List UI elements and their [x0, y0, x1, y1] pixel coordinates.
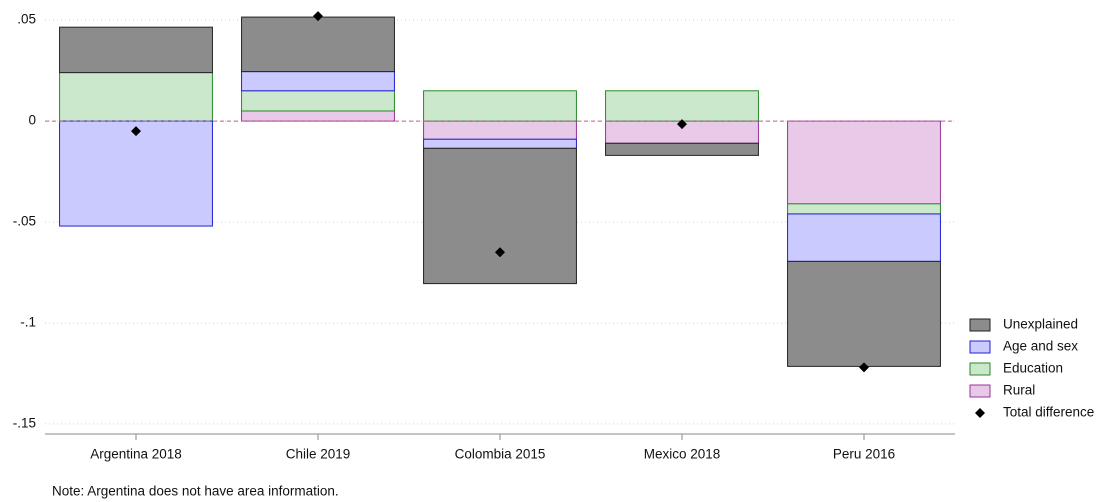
bar-segment: [787, 203, 941, 215]
y-tick-label: 0: [28, 113, 36, 128]
legend-swatch: [969, 384, 991, 398]
y-tick-label: -.05: [13, 214, 36, 229]
legend-label: Age and sex: [1003, 339, 1078, 354]
total-marker: [677, 119, 687, 130]
y-tick-label: -.15: [13, 415, 36, 430]
bar-segment: [423, 147, 577, 285]
legend-label: Education: [1003, 361, 1063, 376]
bar-segment: [241, 90, 395, 112]
total-marker: [495, 247, 505, 258]
total-marker: [859, 362, 869, 373]
x-tick-label: Colombia 2015: [455, 447, 546, 462]
total-marker: [131, 126, 141, 137]
legend-swatch: [969, 340, 991, 354]
y-tick-label: -.1: [20, 315, 36, 330]
legend-marker: [975, 408, 985, 418]
legend-label: Total difference: [1003, 405, 1094, 420]
y-tick-label: .05: [17, 12, 36, 27]
bar-segment: [423, 138, 577, 149]
legend-swatch: [969, 362, 991, 376]
bar-segment: [605, 90, 759, 122]
bar-segment: [787, 260, 941, 367]
bar-segment: [423, 120, 577, 140]
legend-swatch: [969, 318, 991, 332]
bar-segment: [787, 120, 941, 205]
bar-segment: [787, 213, 941, 262]
bar-segment: [59, 72, 213, 122]
x-tick-label: Chile 2019: [286, 447, 351, 462]
x-tick-label: Mexico 2018: [644, 447, 721, 462]
bar-segment: [605, 142, 759, 156]
bar-segment: [59, 120, 213, 227]
bar-segment: [241, 71, 395, 92]
x-tick-label: Argentina 2018: [90, 447, 182, 462]
bar-segment: [59, 26, 213, 74]
bar-segment: [241, 110, 395, 122]
legend-label: Unexplained: [1003, 317, 1078, 332]
total-marker: [313, 11, 323, 22]
note: Note: Argentina does not have area infor…: [52, 484, 339, 499]
bar-segment: [423, 90, 577, 122]
legend-label: Rural: [1003, 383, 1035, 398]
bar-segment: [241, 16, 395, 73]
x-tick-label: Peru 2016: [833, 447, 895, 462]
